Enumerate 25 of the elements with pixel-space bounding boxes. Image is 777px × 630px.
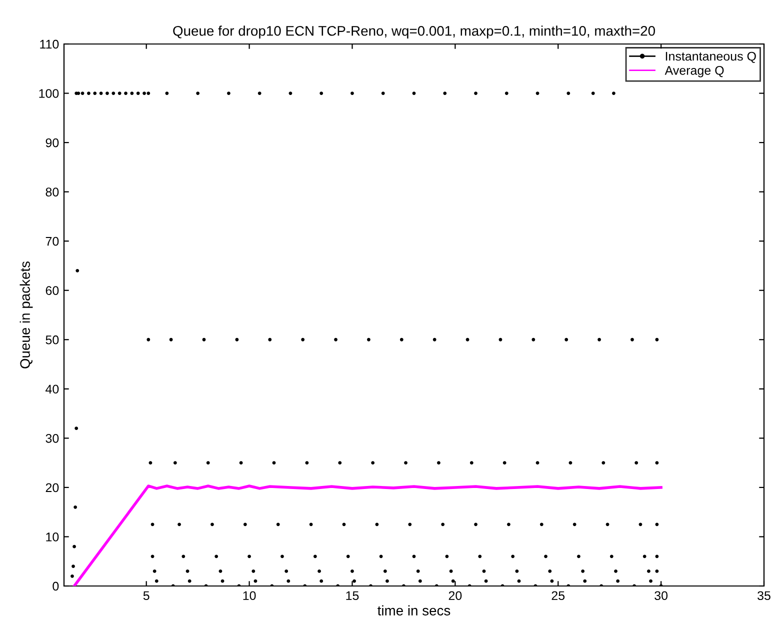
y-axis-title: Queue in packets	[20, 261, 33, 368]
y-tick-label: 10	[46, 532, 59, 542]
x-tick-label: 30	[654, 591, 668, 600]
y-tick-label: 70	[46, 236, 59, 246]
x-tick-label: 25	[552, 591, 565, 600]
y-tick-label: 30	[46, 434, 59, 443]
y-tick-label: 60	[46, 286, 59, 296]
y-tick-label: 40	[46, 384, 59, 394]
y-tick-label: 110	[40, 40, 59, 49]
legend-label: Instantaneous Q	[666, 52, 756, 63]
y-tick-label: 90	[46, 138, 59, 148]
y-tick-label: 50	[46, 335, 59, 344]
x-tick-label: 5	[143, 591, 150, 600]
y-tick-label: 0	[52, 582, 59, 591]
line-series	[72, 484, 662, 586]
y-tick-label: 20	[46, 483, 59, 492]
x-tick-label: 10	[243, 591, 256, 600]
y-tick-label: 80	[46, 188, 59, 196]
x-tick-label: 20	[448, 591, 462, 600]
legend-label: Average Q	[664, 66, 724, 78]
chart-title: Queue for drop10 ECN TCP-Reno, wq=0.001, maxp=0.1, minth=10, maxth=20	[173, 26, 655, 39]
x-tick-label: 35	[758, 591, 770, 600]
x-tick-label: 15	[346, 591, 359, 600]
x-axis-title: time in secs	[378, 605, 450, 616]
y-tick-label: 100	[39, 89, 59, 98]
